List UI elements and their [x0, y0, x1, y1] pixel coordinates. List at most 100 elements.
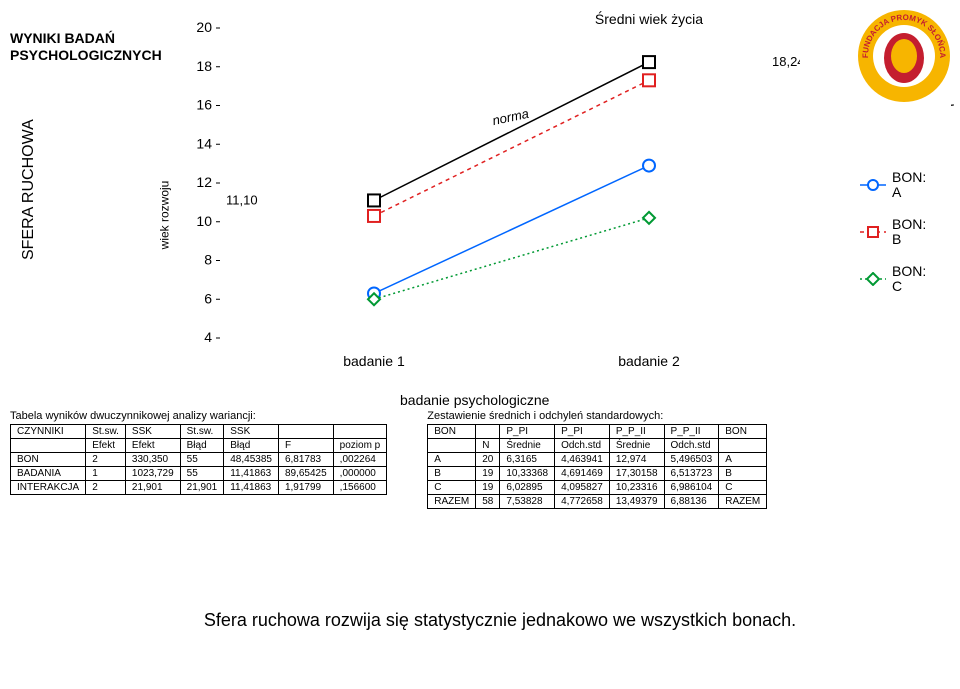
- table-cell: 11,41863: [224, 481, 279, 495]
- svg-text:11,10: 11,10: [226, 192, 258, 207]
- table-cell: 6,81783: [278, 453, 333, 467]
- x-axis-subtitle: badanie psychologiczne: [400, 392, 549, 408]
- table-cell: Odch.std: [664, 439, 719, 453]
- table-cell: 12,974: [609, 453, 664, 467]
- table-cell: 20: [476, 453, 500, 467]
- table-cell: CZYNNIKI: [11, 425, 86, 439]
- table-cell: 10,23316: [609, 481, 664, 495]
- svg-text:4: 4: [204, 329, 212, 345]
- table-cell: [11, 439, 86, 453]
- table-cell: 19: [476, 481, 500, 495]
- table-cell: C: [428, 481, 476, 495]
- table-cell: 58: [476, 495, 500, 509]
- table-cell: poziom p: [333, 439, 387, 453]
- legend-item-A: BON:A: [860, 170, 950, 201]
- table-cell: [333, 425, 387, 439]
- table-cell: 21,901: [180, 481, 224, 495]
- table-cell: 89,65425: [278, 467, 333, 481]
- table-cell: 1,91799: [278, 481, 333, 495]
- svg-text:8: 8: [204, 252, 212, 268]
- report-section-title: WYNIKI BADAŃ PSYCHOLOGICZNYCH: [10, 30, 170, 64]
- table-cell: 21,901: [125, 481, 180, 495]
- anova-table-block: Tabela wyników dwuczynnikowej analizy wa…: [10, 410, 387, 509]
- table-cell: Błąd: [224, 439, 279, 453]
- table-cell: 2: [86, 453, 126, 467]
- table-cell: ,156600: [333, 481, 387, 495]
- table-cell: C: [719, 481, 767, 495]
- table-cell: 6,3165: [500, 453, 555, 467]
- table-cell: SSK: [125, 425, 180, 439]
- legend-item-B: BON:B: [860, 217, 950, 248]
- table-cell: F: [278, 439, 333, 453]
- table-cell: 19: [476, 467, 500, 481]
- table-cell: BON: [428, 425, 476, 439]
- table-cell: 55: [180, 453, 224, 467]
- svg-text:20: 20: [196, 19, 212, 35]
- table-cell: 4,095827: [555, 481, 610, 495]
- means-caption: Zestawienie średnich i odchyleń standard…: [427, 410, 767, 422]
- svg-text:Średni wiek życia: Średni wiek życia: [595, 10, 703, 27]
- table-cell: 7,53828: [500, 495, 555, 509]
- table-cell: Średnie: [500, 439, 555, 453]
- anova-caption: Tabela wyników dwuczynnikowej analizy wa…: [10, 410, 387, 422]
- table-cell: 5,496503: [664, 453, 719, 467]
- table-cell: 6,02895: [500, 481, 555, 495]
- table-cell: RAZEM: [719, 495, 767, 509]
- table-cell: P_P_II: [609, 425, 664, 439]
- table-cell: 17,30158: [609, 467, 664, 481]
- table-cell: 6,88136: [664, 495, 719, 509]
- table-cell: ,000000: [333, 467, 387, 481]
- table-cell: ,002264: [333, 453, 387, 467]
- table-cell: Efekt: [125, 439, 180, 453]
- table-cell: INTERAKCJA: [11, 481, 86, 495]
- chart-legend: BON:A BON:B BON:C: [860, 170, 950, 310]
- table-cell: RAZEM: [428, 495, 476, 509]
- legend-item-C: BON:C: [860, 264, 950, 295]
- table-cell: BON: [719, 425, 767, 439]
- svg-text:18,24: 18,24: [772, 54, 800, 69]
- table-cell: BON: [11, 453, 86, 467]
- table-cell: [278, 425, 333, 439]
- svg-text:10: 10: [196, 213, 212, 229]
- table-cell: St.sw.: [86, 425, 126, 439]
- table-cell: Efekt: [86, 439, 126, 453]
- svg-text:badanie 2: badanie 2: [618, 353, 680, 369]
- table-cell: A: [719, 453, 767, 467]
- table-cell: 1: [86, 467, 126, 481]
- table-cell: P_P_II: [664, 425, 719, 439]
- table-cell: 10,33368: [500, 467, 555, 481]
- anova-table: CZYNNIKISt.sw.SSKSt.sw.SSKEfektEfektBłąd…: [10, 424, 387, 495]
- means-table-block: Zestawienie średnich i odchyleń standard…: [427, 410, 767, 509]
- svg-text:14: 14: [196, 135, 212, 151]
- table-cell: A: [428, 453, 476, 467]
- foundation-logo: FUNDACJA PROMYK SŁOŃCA R: [854, 6, 954, 106]
- table-cell: P_PI: [555, 425, 610, 439]
- table-cell: P_PI: [500, 425, 555, 439]
- svg-text:16: 16: [196, 97, 212, 113]
- table-cell: Błąd: [180, 439, 224, 453]
- table-cell: 13,49379: [609, 495, 664, 509]
- table-cell: Średnie: [609, 439, 664, 453]
- table-cell: St.sw.: [180, 425, 224, 439]
- table-cell: 4,691469: [555, 467, 610, 481]
- svg-text:12: 12: [196, 174, 212, 190]
- table-cell: 6,986104: [664, 481, 719, 495]
- svg-text:R: R: [950, 101, 954, 106]
- line-chart: 468101214161820badanie 1badanie 2Średni …: [160, 8, 800, 378]
- table-cell: 1023,729: [125, 467, 180, 481]
- table-cell: 4,772658: [555, 495, 610, 509]
- table-cell: 6,513723: [664, 467, 719, 481]
- table-cell: [719, 439, 767, 453]
- conclusion-text: Sfera ruchowa rozwija się statystycznie …: [100, 610, 900, 631]
- table-cell: SSK: [224, 425, 279, 439]
- means-table: BONP_PIP_PIP_P_IIP_P_IIBONNŚrednieOdch.s…: [427, 424, 767, 509]
- svg-text:6: 6: [204, 290, 212, 306]
- sfera-label: SFERA RUCHOWA: [20, 119, 38, 260]
- y-axis-label: wiek rozwoju: [157, 181, 171, 250]
- table-cell: [476, 425, 500, 439]
- table-cell: 330,350: [125, 453, 180, 467]
- table-cell: 11,41863: [224, 467, 279, 481]
- table-cell: 4,463941: [555, 453, 610, 467]
- table-cell: N: [476, 439, 500, 453]
- table-cell: Odch.std: [555, 439, 610, 453]
